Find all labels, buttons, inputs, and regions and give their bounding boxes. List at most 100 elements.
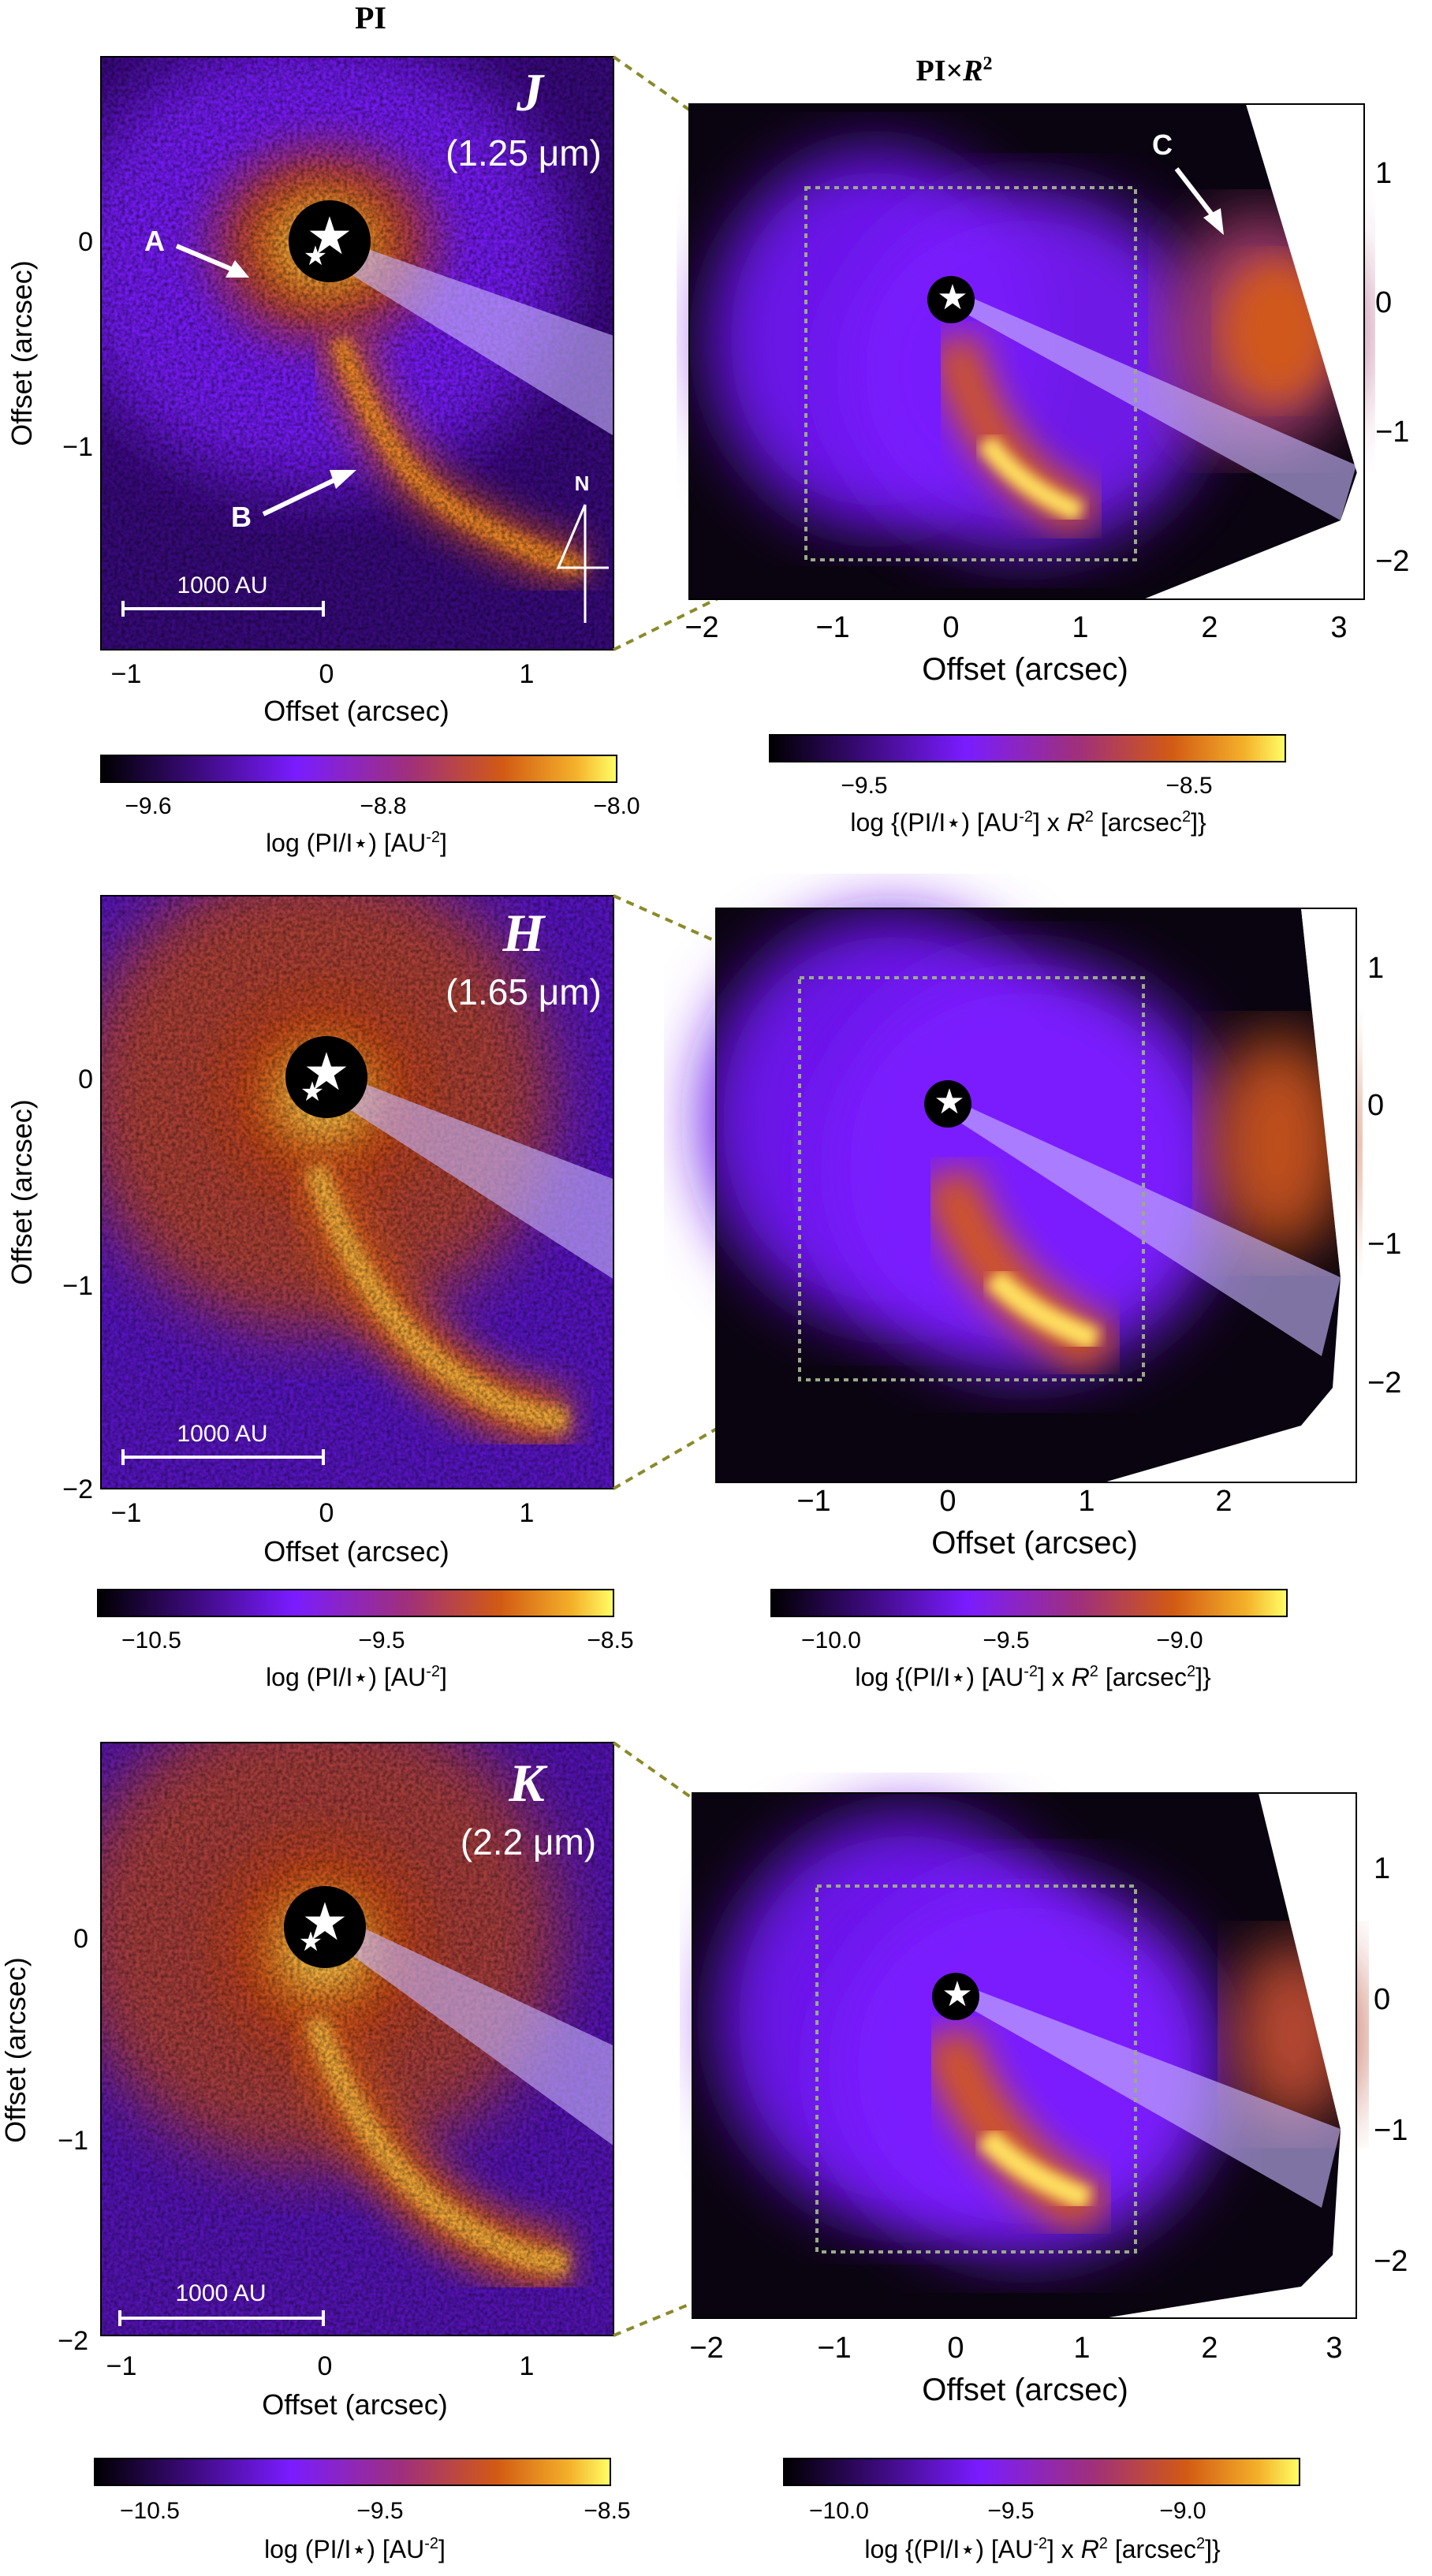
wavelength-label: (2.2 μm) [461, 1821, 596, 1862]
ytick: 1 [1375, 157, 1392, 190]
wavelength-label: (1.65 μm) [446, 971, 602, 1012]
xtick: −1 [817, 2332, 851, 2365]
colorbar-tick: −8.8 [360, 793, 406, 819]
scalebar-label: 1000 AU [177, 572, 267, 598]
colorbar-tick: −9.5 [983, 1627, 1029, 1653]
colorbar-label: log {(PI/I⋆) [AU-2] x R2 [arcsec2]} [855, 1663, 1211, 1691]
xtick: 1 [520, 1498, 535, 1528]
colorbar-tick: −9.5 [987, 2498, 1034, 2524]
colorbar-right [783, 2458, 1300, 2486]
xtick: 0 [319, 1498, 334, 1528]
xtick: 1 [520, 2351, 535, 2381]
image-right-j [689, 104, 1364, 599]
colorbar-left [94, 2458, 611, 2486]
xtick: 1 [1073, 2332, 1090, 2365]
colorbar-tick: −9.5 [356, 2498, 403, 2524]
xtick: 0 [319, 659, 334, 689]
colorbar-tick: −10.5 [120, 2498, 180, 2524]
colorbar-tick: −10.0 [801, 1627, 861, 1653]
xlabel: Offset (arcsec) [922, 652, 1128, 687]
band-label: H [502, 903, 546, 963]
column-title-pi: PI [355, 0, 386, 35]
xtick: 0 [939, 1485, 956, 1518]
panel-h: ★ ★ H (1.65 μm) 1000 AU −1 0 1 Offset (a… [6, 894, 1401, 1691]
ytick: −1 [58, 2126, 88, 2156]
xtick: −1 [106, 2351, 137, 2381]
colorbar-label: log (PI/I⋆) [AU-2] [266, 829, 447, 857]
image-right-k [692, 1793, 1356, 2318]
scalebar-label: 1000 AU [177, 1421, 267, 1447]
colorbar-tick: −8.5 [587, 1627, 633, 1653]
star-symbol: ★ [306, 207, 352, 265]
annotation-c: C [1152, 129, 1173, 161]
annotation-b: B [231, 501, 252, 533]
ytick: 0 [1367, 1089, 1384, 1122]
xtick: −2 [684, 611, 718, 644]
zoom-box [815, 1884, 1137, 2254]
ytick: 1 [1367, 952, 1384, 985]
colorbar-tick: −9.0 [1159, 2498, 1206, 2524]
panel-k: ★ ★ K (2.2 μm) 1000 AU −1 0 1 Offset (ar… [0, 1741, 1408, 2563]
column-title-pi-r2: PI×R2 [916, 54, 992, 88]
star-symbol-small: ★ [299, 1927, 323, 1957]
star-symbol: ★ [934, 1083, 964, 1121]
colorbar-tick: −9.5 [358, 1627, 405, 1653]
zoom-box [804, 186, 1137, 561]
xtick: 0 [947, 2332, 964, 2365]
ytick: 1 [1374, 1852, 1390, 1885]
ylabel: Offset (arcsec) [0, 1957, 32, 2142]
star-symbol-small: ★ [300, 1077, 324, 1107]
xlabel: Offset (arcsec) [922, 2373, 1128, 2407]
north-label: N [575, 472, 590, 495]
xtick: 0 [318, 2351, 333, 2381]
colorbar-label: log (PI/I⋆) [AU-2] [266, 1663, 447, 1691]
wavelength-label: (1.25 μm) [446, 132, 602, 173]
xlabel: Offset (arcsec) [931, 1526, 1138, 1560]
ytick: −1 [1367, 1228, 1401, 1261]
colorbar-tick: −10.0 [809, 2498, 869, 2524]
star-symbol: ★ [942, 1975, 972, 2014]
ylabel: Offset (arcsec) [6, 1099, 38, 1284]
xtick: 3 [1326, 2332, 1342, 2365]
ytick: 0 [78, 1064, 93, 1094]
xtick: 2 [1201, 611, 1218, 644]
ytick: −2 [1374, 2245, 1408, 2278]
image-right-h [702, 908, 1356, 1482]
colorbar-label: log (PI/I⋆) [AU-2] [264, 2535, 446, 2563]
colorbar-tick: −9.5 [841, 773, 887, 799]
xtick: 1 [520, 659, 535, 689]
colorbar-tick: −8.5 [1165, 773, 1212, 799]
band-label: J [516, 62, 545, 122]
image-left-k [101, 1743, 613, 2336]
scalebar-label: 1000 AU [175, 2280, 266, 2306]
image-left-j [101, 57, 613, 650]
xlabel: Offset (arcsec) [263, 695, 449, 727]
zoom-box [798, 976, 1145, 1381]
star-symbol: ★ [303, 1042, 349, 1101]
colorbar-left [100, 755, 617, 783]
ytick: 0 [1375, 286, 1392, 319]
annotation-a: A [144, 225, 165, 257]
ylabel: Offset (arcsec) [6, 260, 38, 445]
colorbar-right [769, 734, 1286, 762]
xtick: −1 [796, 1485, 830, 1518]
ytick: −1 [1375, 416, 1409, 449]
ytick: 0 [73, 1924, 88, 1954]
xtick: −1 [815, 611, 849, 644]
band-label: K [508, 1753, 548, 1813]
xtick: 2 [1215, 1485, 1232, 1518]
xtick: 1 [1078, 1485, 1095, 1518]
ytick: 0 [78, 227, 93, 257]
xtick: −1 [111, 659, 142, 689]
colorbar-label: log {(PI/I⋆) [AU-2] x R2 [arcsec2]} [850, 808, 1206, 837]
colorbar-label: log {(PI/I⋆) [AU-2] x R2 [arcsec2]} [864, 2535, 1221, 2563]
xlabel: Offset (arcsec) [262, 2388, 447, 2421]
colorbar-tick: −9.6 [125, 793, 171, 819]
colorbar-tick: −10.5 [121, 1627, 181, 1653]
xtick: 0 [942, 611, 959, 644]
image-left-h [101, 896, 613, 1489]
star-symbol-small: ★ [304, 241, 327, 271]
ytick: −2 [62, 1474, 93, 1504]
panel-j: ★ ★ J (1.25 μm) A B N 1000 AU −1 0 1 Off… [6, 55, 1409, 857]
